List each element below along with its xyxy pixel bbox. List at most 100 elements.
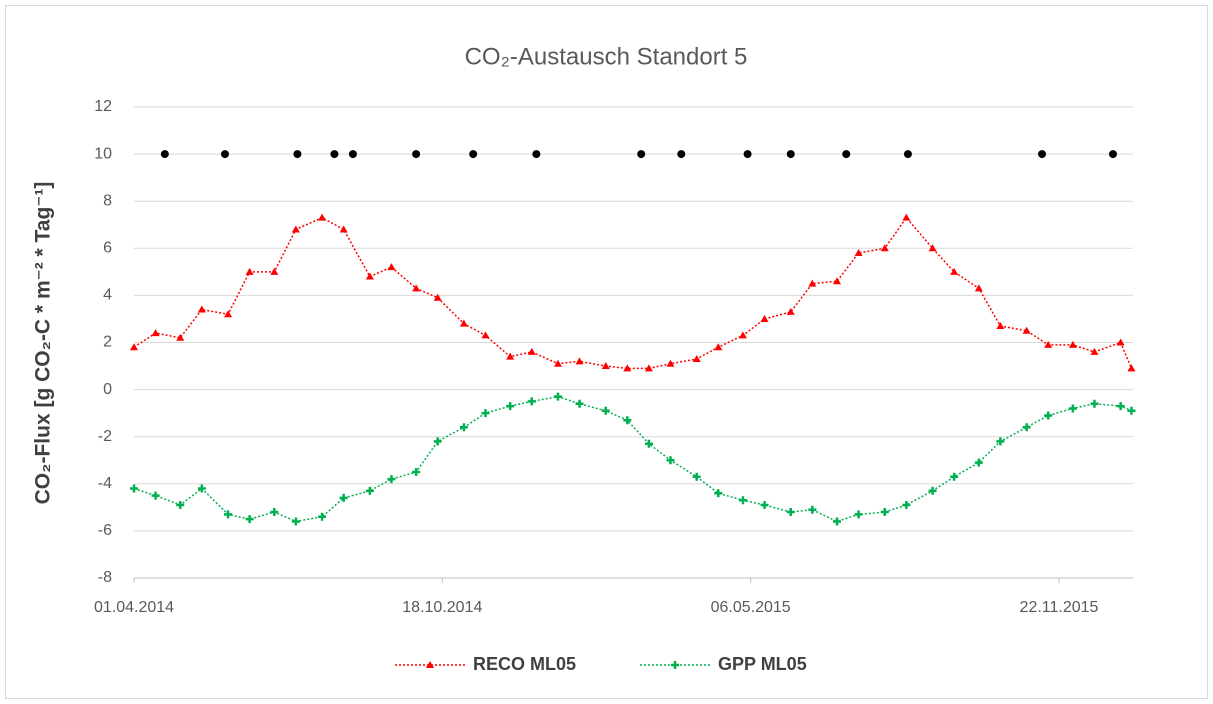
legend-marker [426,661,434,668]
point [692,472,701,481]
point [644,364,653,372]
point [786,508,795,517]
point [176,333,185,341]
point [854,510,863,519]
point [1068,340,1077,348]
legend-label: GPP ML05 [718,654,807,674]
y-tick-label: 8 [103,192,112,209]
legend-marker [671,661,679,669]
point [714,489,723,498]
point [833,517,841,526]
point [318,512,327,521]
y-tick-label: -8 [98,569,112,586]
x-tick-label: 22.11.2015 [1020,599,1099,616]
point [1116,338,1125,346]
y-tick-label: 6 [103,240,112,257]
series-line [133,395,1132,523]
point [412,468,421,477]
point [1090,347,1099,355]
point [743,150,752,159]
point [1068,404,1077,413]
point [160,150,169,159]
point [1116,402,1125,411]
point [469,150,478,159]
point [245,267,254,275]
x-tick-label: 01.04.2014 [94,599,174,616]
point [996,437,1005,446]
point [666,359,675,367]
point [197,305,206,313]
legend-label: RECO ML05 [473,654,576,674]
y-tick-label: 0 [103,381,112,398]
point [291,225,300,233]
point [714,343,723,351]
point [224,310,233,318]
point [854,249,863,257]
point [842,150,851,159]
point [928,486,937,495]
point [433,437,442,446]
point [808,279,817,287]
point [666,456,675,465]
point [902,213,911,221]
point [677,150,686,159]
point [532,150,541,159]
point [506,402,515,411]
point [1038,150,1047,159]
point [291,517,300,526]
point [1022,326,1031,334]
point [902,500,911,509]
chart-border [5,5,1208,699]
point [270,267,279,275]
point [481,331,490,339]
point [348,150,357,159]
point [808,505,817,514]
point [880,244,889,252]
point [270,508,279,517]
point [623,364,632,372]
point [339,225,348,233]
point [245,515,254,524]
y-tick-label: 4 [103,287,112,304]
point [880,508,889,517]
point [151,329,160,337]
point [330,150,339,159]
point [151,491,160,500]
point [433,293,442,301]
series-line [133,216,1133,370]
point [575,357,584,365]
point [1022,423,1031,432]
point [644,439,653,448]
point [786,307,795,315]
point [760,314,769,322]
point [130,343,138,351]
point [1090,399,1099,408]
y-tick-label: -2 [98,428,112,445]
point [318,213,327,221]
point [481,409,490,418]
point [1044,411,1053,420]
point [387,475,396,484]
point [575,399,584,408]
point [833,277,841,285]
point [293,150,302,159]
point [1044,340,1053,348]
point [623,416,632,425]
point [692,354,701,362]
point [996,322,1005,330]
point [527,397,536,406]
point [553,392,562,401]
x-tick-label: 18.10.2014 [402,599,482,616]
point [387,263,396,271]
point [601,406,610,415]
point [220,150,229,159]
point [928,244,937,252]
point [974,458,983,467]
chart-title: CO₂-Austausch Standort 5 [465,43,748,70]
point [950,472,959,481]
y-tick-label: 12 [94,98,112,115]
x-tick-label: 06.05.2015 [711,599,791,616]
point [637,150,646,159]
point [1127,364,1136,372]
